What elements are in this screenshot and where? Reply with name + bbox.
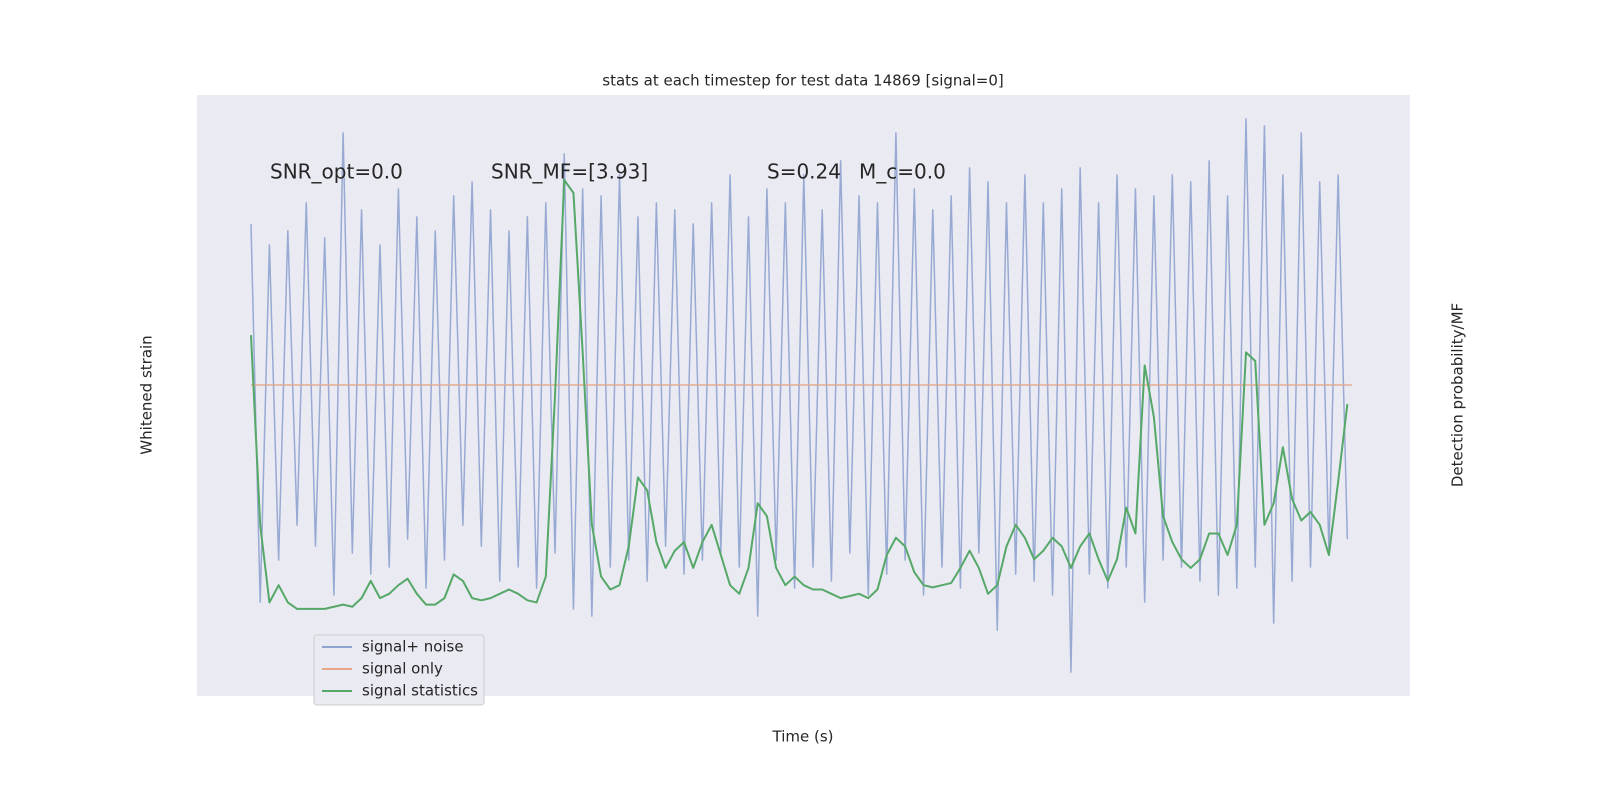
legend-label: signal+ noise bbox=[362, 638, 464, 656]
annotation: M_c=0.0 bbox=[859, 160, 946, 184]
series-line bbox=[250, 118, 1349, 673]
series-line bbox=[249, 178, 1349, 610]
legend-label: signal only bbox=[362, 660, 443, 678]
chart-title: stats at each timestep for test data 148… bbox=[602, 72, 1003, 90]
y2-axis-label: Detection probability/MF bbox=[1449, 303, 1467, 487]
legend-label: signal statistics bbox=[362, 682, 478, 700]
x-axis-label: Time (s) bbox=[772, 728, 834, 746]
marks bbox=[249, 118, 1352, 673]
overlay: SNR_opt=0.0 SNR_MF=[3.93] S=0.24 M_c=0.0sig… bbox=[270, 160, 946, 706]
annotation: SNR_MF=[3.93] bbox=[491, 160, 648, 184]
annotation: SNR_opt=0.0 bbox=[270, 160, 403, 184]
y-axis-label: Whitened strain bbox=[138, 335, 156, 454]
legend-box bbox=[313, 634, 485, 706]
annotation: S=0.24 bbox=[767, 160, 841, 184]
